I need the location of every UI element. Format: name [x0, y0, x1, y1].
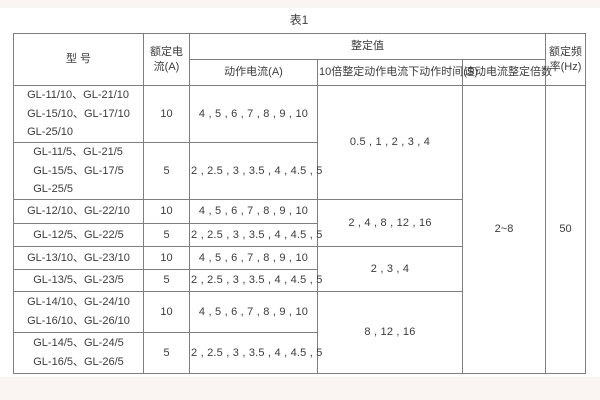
- model-name: GL-13/5、GL-23/5: [33, 274, 124, 287]
- rated-current-cell: 10: [143, 291, 190, 334]
- rated-current-cell: 5: [143, 142, 190, 201]
- model-cell: GL-14/5、GL-24/5 GL-16/5、GL-26/5: [13, 332, 144, 375]
- header-quick-multiple: 速动电流整定倍数: [462, 59, 552, 86]
- model-cell: GL-12/10、GL-22/10: [13, 199, 144, 225]
- rated-current-cell: 5: [143, 223, 190, 248]
- rated-current-cell: 10: [143, 84, 190, 144]
- model-name: GL-16/5、GL-26/5: [33, 356, 124, 369]
- model-name: GL-12/10、GL-22/10: [27, 205, 130, 218]
- header-rated-frequency: 额定频率(Hz): [545, 33, 586, 86]
- model-name: GL-25/5: [33, 183, 73, 196]
- spec-table: 型 号 额定电流(A) 整定值 额定频率(Hz) 动作电流(A) 10倍整定动作…: [13, 33, 586, 375]
- model-name: GL-16/10、GL-26/10: [27, 315, 130, 328]
- action-current-cell: 4 , 5 , 6 , 7 , 8 , 9 , 10: [189, 199, 318, 225]
- model-cell: GL-13/5、GL-23/5: [13, 269, 144, 293]
- model-cell: GL-11/5、GL-21/5 GL-15/5、GL-17/5 GL-25/5: [13, 142, 144, 201]
- model-name: GL-12/5、GL-22/5: [33, 228, 124, 241]
- action-current-cell: 2 , 2.5 , 3 , 3.5 , 4 , 4.5 , 5: [189, 269, 322, 293]
- model-cell: GL-14/10、GL-24/10 GL-16/10、GL-26/10: [13, 291, 144, 334]
- table-row: GL-12/10、GL-22/10 10 4 , 5 , 6 , 7 , 8 ,…: [13, 199, 586, 248]
- model-cell: GL-11/10、GL-21/10 GL-15/10、GL-17/10 GL-2…: [13, 84, 144, 144]
- action-time-cell: 2 , 4 , 8 , 12 , 16: [317, 199, 463, 248]
- action-current-cell: 4 , 5 , 6 , 7 , 8 , 9 , 10: [189, 291, 318, 334]
- model-name: GL-11/10、GL-21/10: [27, 89, 130, 101]
- model-cell: GL-12/5、GL-22/5: [13, 223, 144, 248]
- model-name: GL-25/10: [27, 126, 73, 139]
- rated-current-cell: 5: [143, 269, 190, 293]
- header-action-current: 动作电流(A): [189, 59, 318, 86]
- table-row: GL-12/5、GL-22/5 5 2 , 2.5 , 3 , 3.5 , 4 …: [13, 223, 586, 248]
- action-time-cell: 8 , 12 , 16: [317, 291, 463, 375]
- action-current-cell: 4 , 5 , 6 , 7 , 8 , 9 , 10: [189, 246, 318, 271]
- model-name: GL-11/5、GL-21/5: [33, 146, 123, 159]
- header-model: 型 号: [13, 33, 144, 86]
- table-title: 表1: [289, 13, 309, 27]
- action-current-cell: 2 , 2.5 , 3 , 3.5 , 4 , 4.5 , 5: [189, 223, 322, 248]
- model-cell: GL-13/10、GL-23/10: [13, 246, 144, 271]
- table-row: GL-11/10、GL-21/10 GL-15/10、GL-17/10 GL-2…: [13, 84, 586, 375]
- model-name: GL-15/10、GL-17/10: [27, 107, 130, 120]
- table-row: GL-14/10、GL-24/10 GL-16/10、GL-26/10 10 4…: [13, 291, 586, 375]
- model-name: GL-15/5、GL-17/5: [33, 164, 124, 177]
- model-name: GL-14/5、GL-24/5: [33, 337, 124, 350]
- action-time-cell: 0.5 , 1 , 2 , 3 , 4: [317, 84, 463, 201]
- header-setting-value: 整定值: [189, 33, 546, 60]
- header-action-time: 10倍整定动作电流下动作时间(S): [317, 59, 478, 86]
- model-name: GL-14/10、GL-24/10: [27, 296, 130, 309]
- table-row: GL-14/5、GL-24/5 GL-16/5、GL-26/5 5 2 , 2.…: [13, 332, 586, 375]
- rated-current-cell: 10: [143, 246, 190, 271]
- rated-current-cell: 5: [143, 332, 190, 375]
- action-time-cell: 2 , 3 , 4: [317, 246, 463, 293]
- table-row: GL-11/5、GL-21/5 GL-15/5、GL-17/5 GL-25/5 …: [13, 142, 586, 201]
- header-rated-current: 额定电流(A): [143, 33, 190, 86]
- table-row: GL-13/5、GL-23/5 5 2 , 2.5 , 3 , 3.5 , 4 …: [13, 269, 586, 293]
- action-current-cell: 4 , 5 , 6 , 7 , 8 , 9 , 10: [189, 84, 318, 144]
- action-current-cell: 2 , 2.5 , 3 , 3.5 , 4 , 4.5 , 5: [189, 142, 322, 201]
- rated-current-cell: 10: [143, 199, 190, 225]
- frequency-cell: 50: [545, 84, 586, 375]
- quick-multiple-cell: 2~8: [462, 84, 546, 375]
- model-name: GL-13/10、GL-23/10: [27, 251, 130, 264]
- action-current-cell: 2 , 2.5 , 3 , 3.5 , 4 , 4.5 , 5: [189, 332, 322, 375]
